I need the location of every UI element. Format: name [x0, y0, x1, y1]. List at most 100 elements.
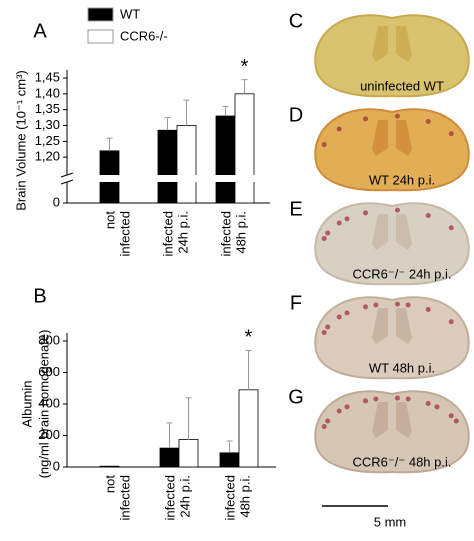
y-tick-label: 800 [38, 332, 60, 347]
y-tick-label: 1,30 [35, 117, 60, 132]
lesion [405, 302, 411, 308]
y-axis-label: Albumin [19, 381, 34, 428]
lesion [321, 142, 327, 148]
panel-label: E [289, 198, 302, 220]
legend-swatch [87, 7, 114, 22]
x-tick-label: 48h p.i. [237, 475, 252, 518]
bar [178, 439, 199, 468]
lesion [325, 324, 331, 330]
y-tick-label: 200 [38, 427, 60, 442]
lesion [363, 398, 369, 404]
x-tick-label: infected [162, 475, 177, 521]
error-bar [185, 397, 192, 440]
lesion [394, 113, 400, 119]
lesion [425, 306, 431, 312]
lesion [394, 207, 400, 213]
x-tick-label: not [102, 211, 117, 229]
x-tick-label: infected [160, 211, 175, 257]
bar [238, 389, 259, 468]
x-tick-label: infected [218, 211, 233, 257]
error-bar [166, 422, 173, 449]
error-bar [226, 440, 233, 453]
panel-label: B [33, 285, 46, 307]
y-tick-label: 1,25 [35, 133, 60, 148]
error-bar [106, 137, 113, 151]
significance: * [241, 56, 249, 78]
ventricles [372, 308, 412, 344]
lesion [336, 314, 342, 320]
y-tick-label: 1,20 [35, 149, 60, 164]
lesion [363, 116, 369, 122]
lesion [394, 301, 400, 307]
scale-bar-label: 5 mm [374, 514, 407, 529]
panel-label: D [289, 104, 303, 126]
legend-label: WT [120, 6, 140, 21]
ventricles [372, 120, 412, 156]
lesion [405, 396, 411, 402]
lesion [425, 212, 431, 218]
x-tick-label: not [102, 475, 117, 493]
brain-slice [314, 202, 470, 286]
x-tick-label: infected [222, 475, 237, 521]
y-tick-label: 1,40 [35, 85, 60, 100]
lesion [425, 118, 431, 124]
lesion [394, 395, 400, 401]
lesion [321, 330, 327, 336]
ventricles [372, 402, 412, 438]
y-axis-label: Brain Volume (10⁻¹ cm³) [13, 70, 28, 211]
lesion [448, 131, 454, 137]
bar [234, 93, 255, 204]
x-tick-label: 48h p.i. [233, 211, 248, 254]
bar [159, 447, 180, 468]
lesion [453, 418, 459, 424]
panel-label: A [33, 20, 47, 42]
significance: * [245, 327, 253, 349]
y-tick-label: 1,45 [35, 69, 60, 84]
panel-label: G [288, 386, 304, 408]
lesion [373, 302, 379, 308]
error-bar [245, 349, 252, 390]
lesion [363, 210, 369, 216]
lesion [344, 310, 350, 316]
error-bar [164, 117, 171, 131]
image-caption: WT 48h p.i. [369, 360, 435, 375]
brain-slice [314, 390, 470, 474]
bar [99, 465, 120, 468]
axis-break [61, 175, 261, 182]
x-tick-label: 24h p.i. [175, 211, 190, 254]
lesion [344, 216, 350, 222]
x-tick-label: infected [117, 211, 132, 257]
image-caption: CCR6⁻/⁻ 48h p.i. [353, 454, 452, 469]
image-caption: uninfected WT [360, 78, 444, 93]
error-bar [222, 106, 229, 116]
lesion [373, 396, 379, 402]
y-axis-label: (ng/ml brain homogenate) [36, 330, 51, 479]
brain-slice [314, 14, 470, 98]
y-tick-label: 600 [38, 364, 60, 379]
bar [219, 452, 240, 468]
lesion [325, 230, 331, 236]
lesion [336, 220, 342, 226]
lesion [448, 413, 454, 419]
x-tick-label: infected [117, 475, 132, 521]
lesion [321, 236, 327, 242]
panel-label: F [290, 292, 302, 314]
lesion [344, 404, 350, 410]
image-caption: CCR6⁻/⁻ 24h p.i. [353, 266, 452, 281]
error-bar [241, 79, 248, 94]
lesion [448, 225, 454, 231]
bar [215, 115, 236, 204]
lesion [425, 400, 431, 406]
y-tick-label: 0 [53, 458, 60, 473]
lesion [321, 424, 327, 430]
bar [157, 129, 178, 204]
y-tick-label: 400 [38, 395, 60, 410]
lesion [336, 126, 342, 132]
brain-slice [314, 108, 470, 192]
axis-break-mark [60, 172, 74, 185]
panel-label: C [289, 10, 303, 32]
y-tick-label: 0 [53, 194, 60, 209]
legend-swatch [87, 29, 114, 44]
brain-slice [314, 296, 470, 380]
